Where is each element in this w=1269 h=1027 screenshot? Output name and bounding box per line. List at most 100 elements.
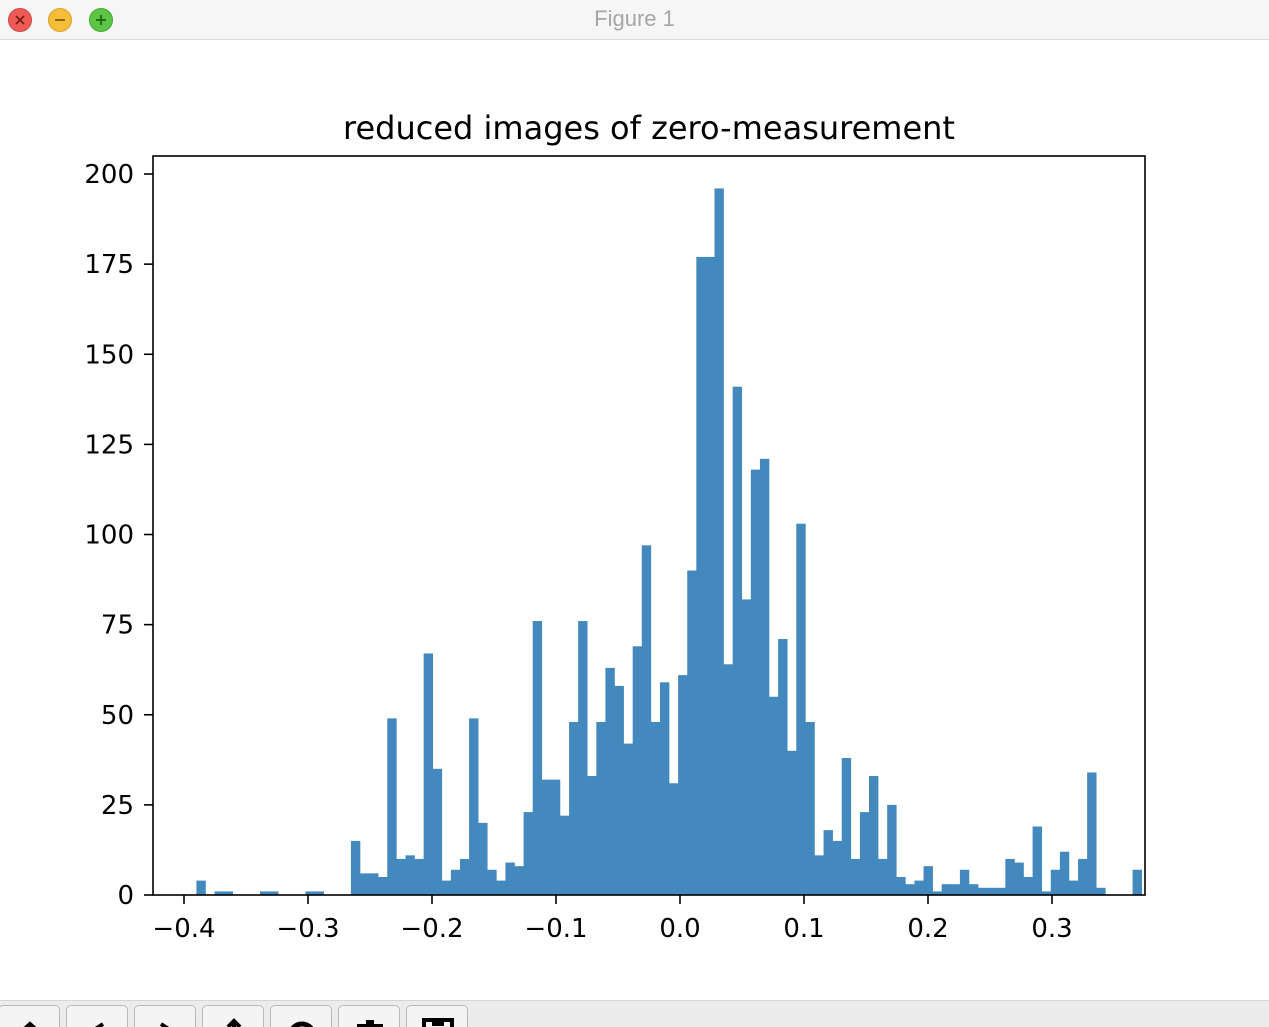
histogram-bar xyxy=(314,891,324,895)
histogram-bar xyxy=(532,621,543,895)
x-tick-label: −0.2 xyxy=(400,914,463,944)
histogram-bar xyxy=(687,570,697,895)
zoom-icon xyxy=(290,1021,314,1027)
x-tick-label: 0.3 xyxy=(1031,914,1072,944)
histogram-bar xyxy=(732,386,743,895)
plot-frame xyxy=(152,155,1146,896)
y-tick-label: 50 xyxy=(101,701,134,731)
axis-ticks: −0.4 −0.3 −0.2 −0.1 0.0 0.1 0.2 0.3 0 25 50 75 100 12… xyxy=(84,160,1072,944)
back-button[interactable] xyxy=(66,1005,128,1027)
histogram-bar xyxy=(850,858,861,895)
y-tick-label: 0 xyxy=(117,881,134,911)
back-icon xyxy=(94,1022,105,1027)
histogram-figure[interactable]: reduced images of zero-measurement −0.4−… xyxy=(0,40,1269,1000)
histogram-bar xyxy=(578,621,588,895)
home-icon xyxy=(23,1021,37,1027)
forward-button[interactable] xyxy=(134,1005,196,1027)
histogram-bar xyxy=(778,639,788,895)
histogram-bar xyxy=(641,545,652,895)
histogram-bar xyxy=(496,880,506,895)
histogram-bar xyxy=(950,884,961,895)
histogram-bar xyxy=(450,869,461,895)
histogram-bar xyxy=(405,855,415,895)
y-tick-label: 175 xyxy=(84,250,134,280)
x-tick-label: −0.4 xyxy=(152,914,215,944)
histogram-bar xyxy=(596,721,606,895)
histogram-bar xyxy=(378,876,388,895)
histogram-bar xyxy=(514,866,524,895)
histogram-bar xyxy=(487,869,497,895)
minimize-button[interactable] xyxy=(48,8,72,32)
y-tick-label: 150 xyxy=(84,340,134,370)
histogram-bar xyxy=(941,884,952,895)
histogram-bar xyxy=(659,682,670,895)
zoom-rect-button[interactable] xyxy=(270,1005,332,1027)
histogram-bar xyxy=(1050,869,1061,895)
histogram-bar xyxy=(714,188,724,895)
histogram-bar xyxy=(869,776,879,895)
save-icon xyxy=(422,1018,454,1027)
close-button[interactable] xyxy=(8,8,32,32)
histogram-bar xyxy=(459,858,470,895)
histogram-bar xyxy=(669,783,679,895)
x-tick-label: −0.3 xyxy=(276,914,339,944)
home-button[interactable] xyxy=(0,1005,60,1027)
histogram-bar xyxy=(196,880,206,895)
histogram-bar xyxy=(905,884,915,895)
histogram-bar xyxy=(832,840,843,895)
y-tick-label: 100 xyxy=(84,521,134,551)
histogram-bar xyxy=(505,862,515,895)
histogram-bar xyxy=(968,884,979,895)
histogram-bar xyxy=(587,776,597,895)
histogram-bar xyxy=(805,721,815,895)
histogram-bar xyxy=(1059,851,1070,895)
histogram-bar xyxy=(796,523,806,895)
histogram-bar xyxy=(650,721,661,895)
histogram-bar xyxy=(269,891,279,895)
x-tick-label: 0.0 xyxy=(659,914,700,944)
histogram-bar xyxy=(914,880,924,895)
histogram-bar xyxy=(1132,869,1142,895)
histogram-bar xyxy=(678,675,688,895)
histogram-bar xyxy=(923,866,933,895)
histogram-bar xyxy=(441,880,452,895)
histogram-bar xyxy=(478,822,488,895)
x-tick-label: 0.2 xyxy=(907,914,948,944)
histogram-bar xyxy=(414,858,424,895)
configure-subplots-button[interactable] xyxy=(338,1005,400,1027)
histogram-bar xyxy=(1087,772,1097,895)
forward-icon xyxy=(159,1022,170,1027)
y-tick-label: 200 xyxy=(84,160,134,190)
histogram-bar xyxy=(1005,858,1015,895)
histogram-bar xyxy=(541,779,552,895)
histogram-bar xyxy=(1014,862,1024,895)
histogram-bar xyxy=(787,750,797,895)
pan-button[interactable] xyxy=(202,1005,264,1027)
histogram-bar xyxy=(859,812,870,895)
histogram-bar xyxy=(214,891,224,895)
histogram-bar xyxy=(769,696,779,895)
zoom-button[interactable] xyxy=(89,8,113,32)
histogram-bar xyxy=(305,891,315,895)
histogram-bar xyxy=(696,256,706,895)
save-button[interactable] xyxy=(406,1005,468,1027)
histogram-bar xyxy=(614,685,624,895)
histogram-bar xyxy=(1068,880,1079,895)
histogram-bar xyxy=(369,873,379,895)
histogram-bar xyxy=(632,646,643,895)
histogram-bar xyxy=(432,768,443,895)
histogram-bar xyxy=(814,855,824,895)
histogram-bar xyxy=(978,887,988,895)
x-tick-label: 0.1 xyxy=(783,914,824,944)
histogram-bar xyxy=(841,758,852,895)
y-tick-label: 25 xyxy=(101,791,134,821)
histogram-bar xyxy=(887,804,897,895)
histogram-bar xyxy=(759,458,770,895)
histogram-bar xyxy=(723,664,733,895)
histogram-bar xyxy=(1078,858,1088,895)
histogram-bar xyxy=(396,858,406,895)
histogram-bar xyxy=(1041,891,1052,895)
histogram-bar xyxy=(1023,876,1033,895)
title-bar[interactable]: Figure 1 xyxy=(0,0,1269,40)
